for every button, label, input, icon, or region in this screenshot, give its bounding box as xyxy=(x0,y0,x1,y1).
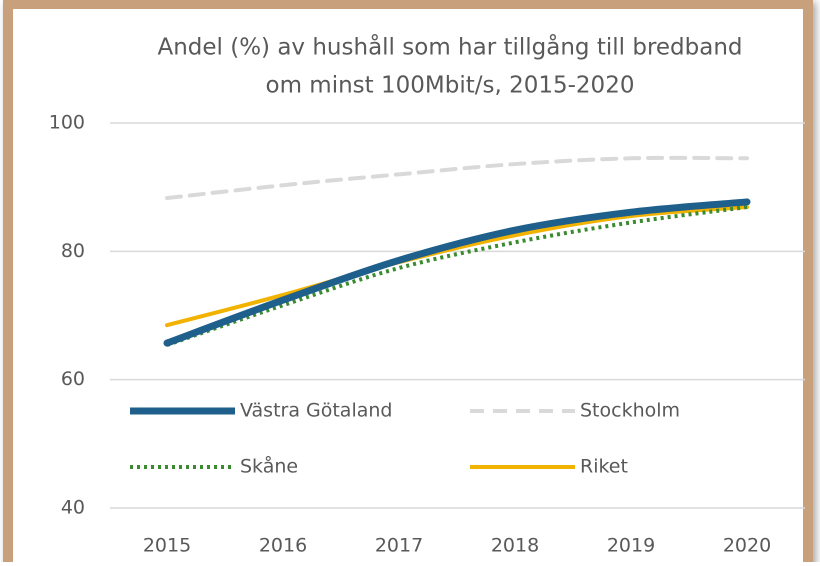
line xyxy=(165,205,749,328)
x-tick-label: 2017 xyxy=(375,535,423,557)
line xyxy=(166,205,748,347)
line xyxy=(165,155,749,201)
x-tick-label: 2020 xyxy=(723,535,771,557)
y-tick-label: 80 xyxy=(61,240,85,262)
line xyxy=(163,198,751,347)
chart-title: om minst 100Mbit/s, 2015-2020 xyxy=(266,73,635,99)
frame xyxy=(3,0,813,566)
legend-label: Stockholm xyxy=(580,400,680,422)
x-tick-label: 2015 xyxy=(143,535,191,557)
chart-title: Andel (%) av hushåll som har tillgång ti… xyxy=(157,33,742,61)
x-tick-label: 2019 xyxy=(607,535,655,557)
y-tick-label: 40 xyxy=(61,497,85,519)
y-tick-label: 100 xyxy=(49,112,85,134)
x-tick-label: 2018 xyxy=(491,535,539,557)
y-tick-label: 60 xyxy=(61,368,85,390)
legend-label: Riket xyxy=(580,456,628,478)
x-tick-label: 2016 xyxy=(259,535,307,557)
legend-label: Västra Götaland xyxy=(240,400,392,422)
legend-label: Skåne xyxy=(240,455,298,478)
